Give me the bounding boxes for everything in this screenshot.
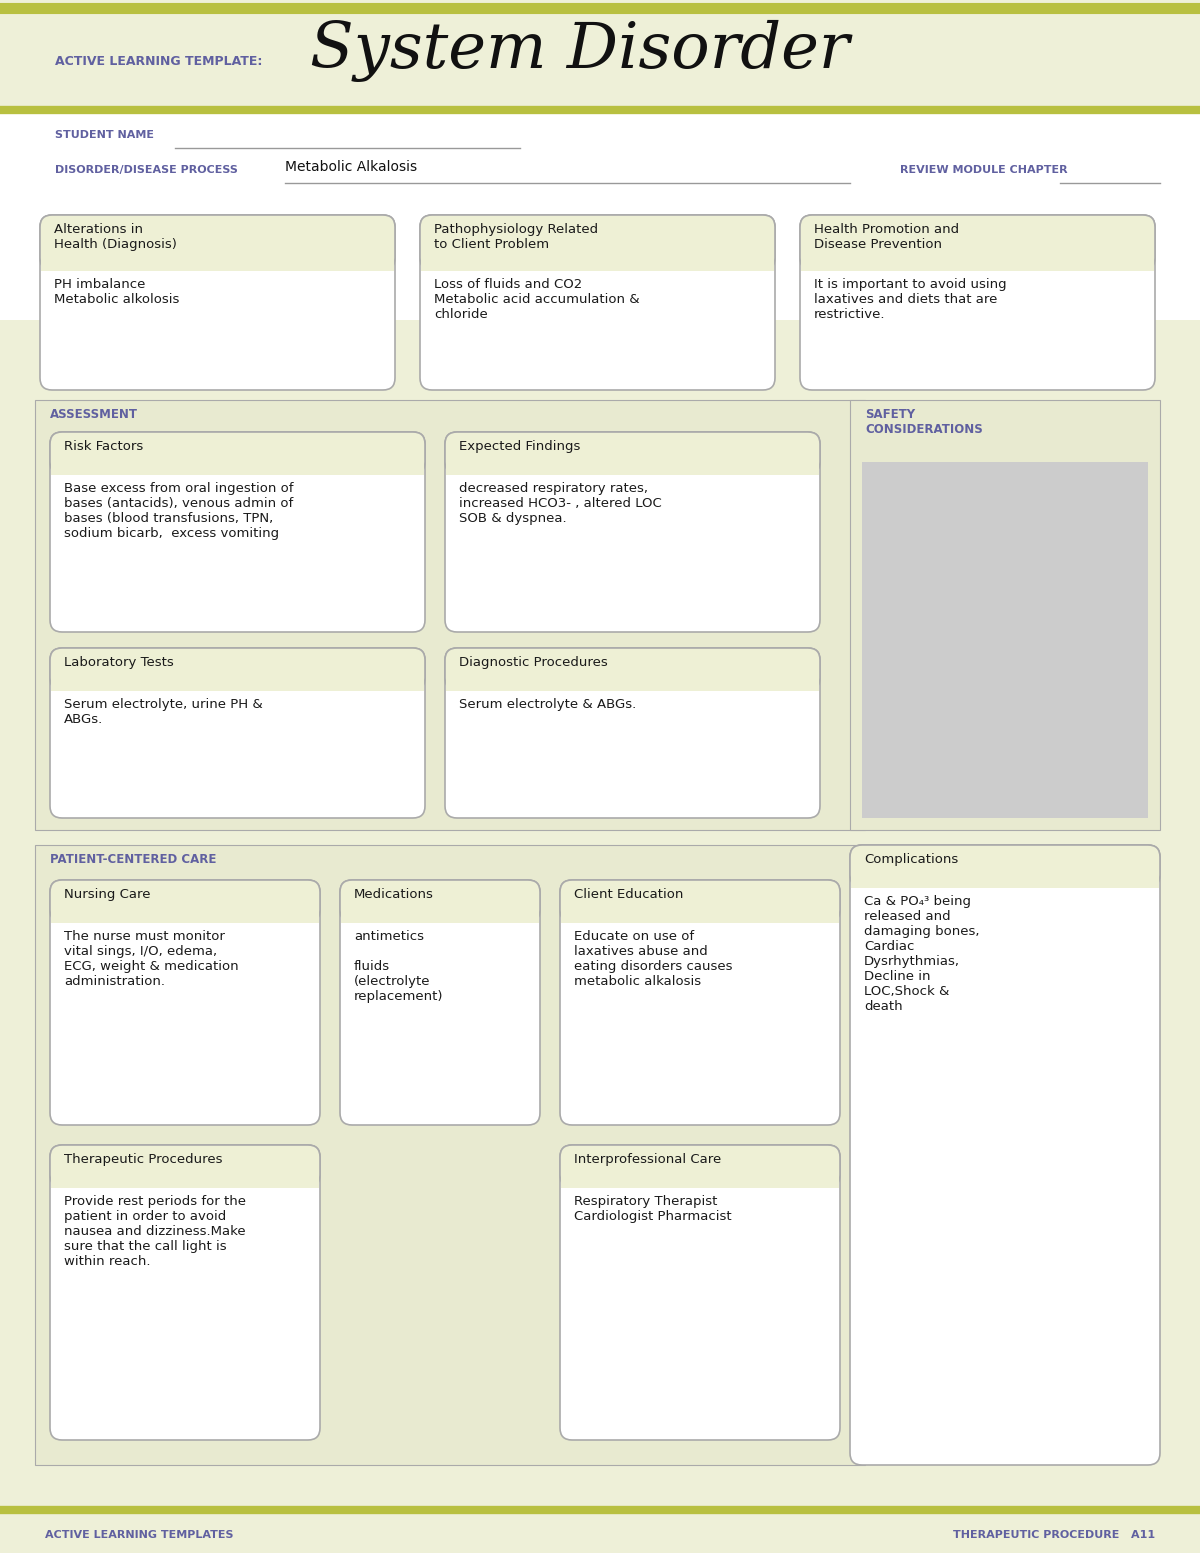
Bar: [50, 901, 319, 922]
FancyBboxPatch shape: [445, 432, 820, 474]
Text: ACTIVE LEARNING TEMPLATE:: ACTIVE LEARNING TEMPLATE:: [55, 54, 263, 68]
Text: Interprofessional Care: Interprofessional Care: [574, 1152, 721, 1166]
Text: PATIENT-CENTERED CARE: PATIENT-CENTERED CARE: [50, 853, 216, 867]
Text: ACTIVE LEARNING TEMPLATES: ACTIVE LEARNING TEMPLATES: [46, 1530, 234, 1541]
Bar: [850, 401, 1160, 829]
Bar: [50, 1166, 319, 1188]
Text: Respiratory Therapist
Cardiologist Pharmacist: Respiratory Therapist Cardiologist Pharm…: [574, 1194, 732, 1224]
Bar: [562, 1166, 839, 1188]
Text: Expected Findings: Expected Findings: [458, 439, 581, 453]
FancyBboxPatch shape: [50, 648, 425, 818]
Text: It is important to avoid using
laxatives and diets that are
restrictive.: It is important to avoid using laxatives…: [814, 278, 1007, 321]
Text: antimetics

fluids
(electrolyte
replacement): antimetics fluids (electrolyte replaceme…: [354, 930, 444, 1003]
Text: SAFETY
CONSIDERATIONS: SAFETY CONSIDERATIONS: [865, 408, 983, 436]
FancyBboxPatch shape: [420, 214, 775, 270]
FancyBboxPatch shape: [50, 1145, 320, 1440]
Text: Loss of fluids and CO2
Metabolic acid accumulation &
chloride: Loss of fluids and CO2 Metabolic acid ac…: [434, 278, 640, 321]
Text: ASSESSMENT: ASSESSMENT: [50, 408, 138, 421]
Text: Diagnostic Procedures: Diagnostic Procedures: [458, 655, 607, 669]
FancyBboxPatch shape: [420, 214, 775, 390]
Text: System Disorder: System Disorder: [310, 20, 850, 82]
Bar: [446, 669, 818, 691]
FancyBboxPatch shape: [800, 214, 1154, 390]
Bar: [862, 461, 1148, 818]
Bar: [562, 901, 839, 922]
Bar: [35, 401, 865, 829]
Text: Serum electrolyte & ABGs.: Serum electrolyte & ABGs.: [458, 697, 636, 711]
Bar: [446, 453, 818, 475]
Text: decreased respiratory rates,
increased HCO3- , altered LOC
SOB & dyspnea.: decreased respiratory rates, increased H…: [458, 481, 661, 525]
FancyBboxPatch shape: [40, 214, 395, 390]
FancyBboxPatch shape: [340, 881, 540, 922]
Text: Serum electrolyte, urine PH &
ABGs.: Serum electrolyte, urine PH & ABGs.: [64, 697, 263, 725]
FancyBboxPatch shape: [850, 845, 1160, 887]
Bar: [802, 242, 1154, 272]
Bar: [421, 242, 774, 272]
Text: The nurse must monitor
vital sings, I/O, edema,
ECG, weight & medication
adminis: The nurse must monitor vital sings, I/O,…: [64, 930, 239, 988]
FancyBboxPatch shape: [560, 881, 840, 922]
Text: Provide rest periods for the
patient in order to avoid
nausea and dizziness.Make: Provide rest periods for the patient in …: [64, 1194, 246, 1267]
FancyBboxPatch shape: [445, 648, 820, 690]
Text: PH imbalance
Metabolic alkolosis: PH imbalance Metabolic alkolosis: [54, 278, 179, 306]
Text: Ca & PO₄³ being
released and
damaging bones,
Cardiac
Dysrhythmias,
Decline in
LO: Ca & PO₄³ being released and damaging bo…: [864, 895, 979, 1013]
FancyBboxPatch shape: [50, 881, 320, 922]
Bar: [0, 110, 1200, 320]
FancyBboxPatch shape: [50, 881, 320, 1124]
Text: Educate on use of
laxatives abuse and
eating disorders causes
metabolic alkalosi: Educate on use of laxatives abuse and ea…: [574, 930, 732, 988]
FancyBboxPatch shape: [800, 214, 1154, 270]
FancyBboxPatch shape: [50, 648, 425, 690]
Bar: [50, 453, 424, 475]
Text: Medications: Medications: [354, 888, 434, 901]
Bar: [851, 867, 1159, 888]
Text: Metabolic Alkalosis: Metabolic Alkalosis: [286, 160, 418, 174]
Bar: [41, 242, 394, 272]
Text: REVIEW MODULE CHAPTER: REVIEW MODULE CHAPTER: [900, 165, 1068, 175]
Text: Alterations in
Health (Diagnosis): Alterations in Health (Diagnosis): [54, 224, 176, 252]
FancyBboxPatch shape: [445, 432, 820, 632]
Text: THERAPEUTIC PROCEDURE   A11: THERAPEUTIC PROCEDURE A11: [953, 1530, 1154, 1541]
Text: DISORDER/DISEASE PROCESS: DISORDER/DISEASE PROCESS: [55, 165, 238, 175]
FancyBboxPatch shape: [560, 1145, 840, 1186]
Text: Health Promotion and
Disease Prevention: Health Promotion and Disease Prevention: [814, 224, 959, 252]
FancyBboxPatch shape: [50, 432, 425, 632]
FancyBboxPatch shape: [50, 1145, 320, 1186]
Text: Client Education: Client Education: [574, 888, 683, 901]
FancyBboxPatch shape: [340, 881, 540, 1124]
FancyBboxPatch shape: [560, 1145, 840, 1440]
FancyBboxPatch shape: [560, 881, 840, 1124]
Text: Complications: Complications: [864, 853, 959, 867]
FancyBboxPatch shape: [445, 648, 820, 818]
Text: Nursing Care: Nursing Care: [64, 888, 150, 901]
FancyBboxPatch shape: [50, 432, 425, 474]
Bar: [341, 901, 539, 922]
Text: Laboratory Tests: Laboratory Tests: [64, 655, 174, 669]
FancyBboxPatch shape: [40, 214, 395, 270]
Bar: [50, 669, 424, 691]
Text: Pathophysiology Related
to Client Problem: Pathophysiology Related to Client Proble…: [434, 224, 598, 252]
Text: Base excess from oral ingestion of
bases (antacids), venous admin of
bases (bloo: Base excess from oral ingestion of bases…: [64, 481, 294, 540]
Bar: [35, 845, 865, 1464]
FancyBboxPatch shape: [850, 845, 1160, 1464]
Text: Therapeutic Procedures: Therapeutic Procedures: [64, 1152, 222, 1166]
Text: STUDENT NAME: STUDENT NAME: [55, 130, 154, 140]
Text: Risk Factors: Risk Factors: [64, 439, 143, 453]
